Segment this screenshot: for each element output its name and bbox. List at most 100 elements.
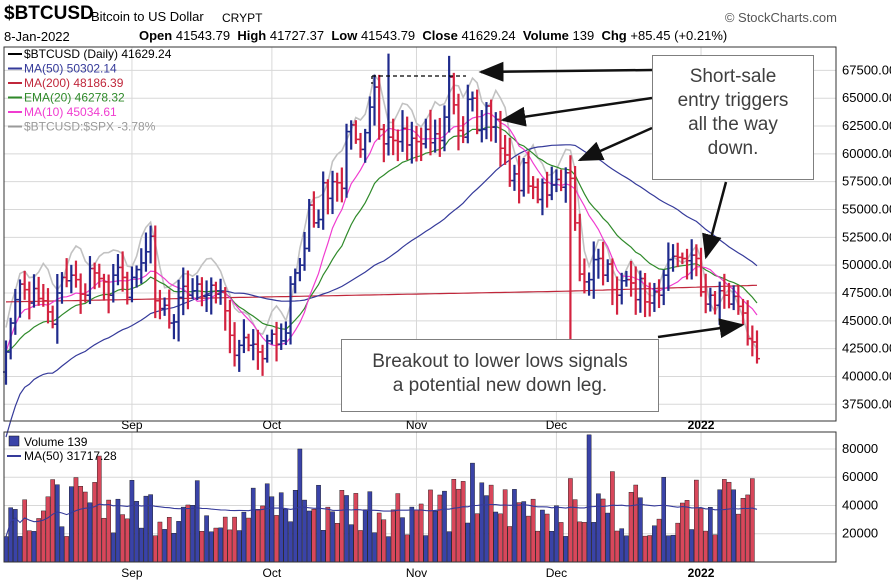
volume-ma50-line xyxy=(5,503,758,537)
volume-bar xyxy=(736,513,741,563)
volume-bar xyxy=(27,530,32,563)
close-value: 41629.24 xyxy=(461,28,516,43)
volume-bar xyxy=(437,494,443,563)
volume-bar xyxy=(330,511,335,563)
volume-bar xyxy=(680,502,685,563)
chart-exchange: CRYPT xyxy=(222,11,263,25)
volume-bar xyxy=(302,499,307,563)
price-tick-label: 67500.00 xyxy=(842,62,891,77)
volume-bar xyxy=(358,530,363,563)
volume-bar xyxy=(572,499,578,563)
volume-bar xyxy=(502,489,508,563)
price-panel-frame xyxy=(3,46,837,422)
volume-bar xyxy=(64,536,69,563)
volume-tick-label: 20000 xyxy=(842,526,878,541)
volume-bar xyxy=(232,516,237,563)
volume-bar xyxy=(703,530,708,563)
volume-bar xyxy=(386,536,391,563)
volume-bar xyxy=(82,491,88,563)
volume-ma50-path xyxy=(5,503,758,537)
volume-bar xyxy=(120,514,125,563)
ma50-path xyxy=(5,144,758,438)
volume-bar xyxy=(246,517,251,563)
volume-bar xyxy=(152,535,158,563)
price-tick-label: 52500.00 xyxy=(842,229,891,244)
volume-bar xyxy=(166,517,172,563)
price-tick-label: 50000.00 xyxy=(842,257,891,272)
volume-bar xyxy=(31,531,37,563)
date-tick-label: 2022 xyxy=(688,418,715,432)
high-label: High xyxy=(237,28,267,43)
volume-bar xyxy=(409,506,415,563)
volume-bar xyxy=(278,492,284,563)
volume-bar xyxy=(717,489,722,563)
volume-bar xyxy=(544,513,550,563)
volume-bar xyxy=(190,505,195,563)
volume-tick-label: 60000 xyxy=(842,469,878,484)
volume-bar xyxy=(50,479,55,563)
open-label: Open xyxy=(139,28,173,43)
volume-bar xyxy=(456,488,461,563)
volume-bar xyxy=(689,529,694,563)
volume-bar xyxy=(577,521,583,563)
volume-bar xyxy=(69,486,74,563)
callout-line: all the way xyxy=(688,114,778,135)
volume-bar xyxy=(596,493,601,563)
annotation-arrow xyxy=(702,181,728,260)
volume-bar xyxy=(213,527,219,563)
volume-bar xyxy=(320,530,326,563)
short-sale-callout: Short-sale entry triggers all the way do… xyxy=(652,55,814,180)
volume-bar xyxy=(250,487,256,563)
price-axis: 37500.00 40000.00 42500.00 45000.00 47500.00… xyxy=(842,62,891,411)
volume-bar xyxy=(78,486,83,563)
volume-bar xyxy=(41,510,46,563)
volume-legend-label: Volume 139 xyxy=(24,435,88,449)
date-tick-label: Sep xyxy=(121,566,143,580)
volume-bar xyxy=(353,493,359,563)
open-value: 41543.79 xyxy=(175,28,231,43)
annotation-arrow xyxy=(577,126,653,162)
volume-bar xyxy=(750,478,755,563)
date-tick-label: Oct xyxy=(263,566,282,580)
volume-bar xyxy=(465,522,471,563)
price-tick-label: 62500.00 xyxy=(842,118,891,133)
volume-bar xyxy=(488,484,494,563)
price-tick-label: 42500.00 xyxy=(842,341,891,356)
volume-bar xyxy=(92,482,97,563)
volume-bar xyxy=(372,532,377,563)
callout-line: entry triggers xyxy=(677,90,789,111)
volume-bar xyxy=(255,509,261,563)
price-tick-label: 40000.00 xyxy=(842,368,891,383)
volume-bar xyxy=(36,518,41,563)
volume-bar xyxy=(348,524,354,563)
volume-tick-label: 40000 xyxy=(842,497,878,512)
volume-bar xyxy=(521,501,527,563)
volume-bar xyxy=(628,492,634,563)
date-tick-label: Dec xyxy=(546,418,567,432)
callout-line: Short-sale xyxy=(689,66,777,87)
volume-bar xyxy=(614,530,620,563)
volume-bar xyxy=(516,502,522,563)
volume-bar xyxy=(115,498,121,563)
volume-bar xyxy=(236,530,242,563)
volume-bar xyxy=(376,512,382,563)
volume-bar xyxy=(582,522,587,563)
chg-label: Chg xyxy=(601,28,627,43)
volume-bar xyxy=(670,534,676,563)
volume-bar xyxy=(432,510,438,563)
legend-label: $BTCUSD:$SPX -3.78% xyxy=(24,120,156,134)
volume-bar xyxy=(442,490,447,563)
volume-bar xyxy=(731,489,736,563)
volume-legend-label: MA(50) 31717.28 xyxy=(24,449,117,463)
price-tick-label: 45000.00 xyxy=(842,313,891,328)
volume-label: Volume xyxy=(522,28,569,43)
volume-bar xyxy=(549,530,555,563)
callout-line: down. xyxy=(707,138,759,159)
volume-bar xyxy=(101,517,107,563)
volume-bar xyxy=(129,480,135,563)
legend-label: MA(10) 45034.61 xyxy=(24,105,117,119)
price-tick-label: 65000.00 xyxy=(842,90,891,105)
volume-bar xyxy=(400,517,405,563)
volume-bar xyxy=(619,528,625,563)
